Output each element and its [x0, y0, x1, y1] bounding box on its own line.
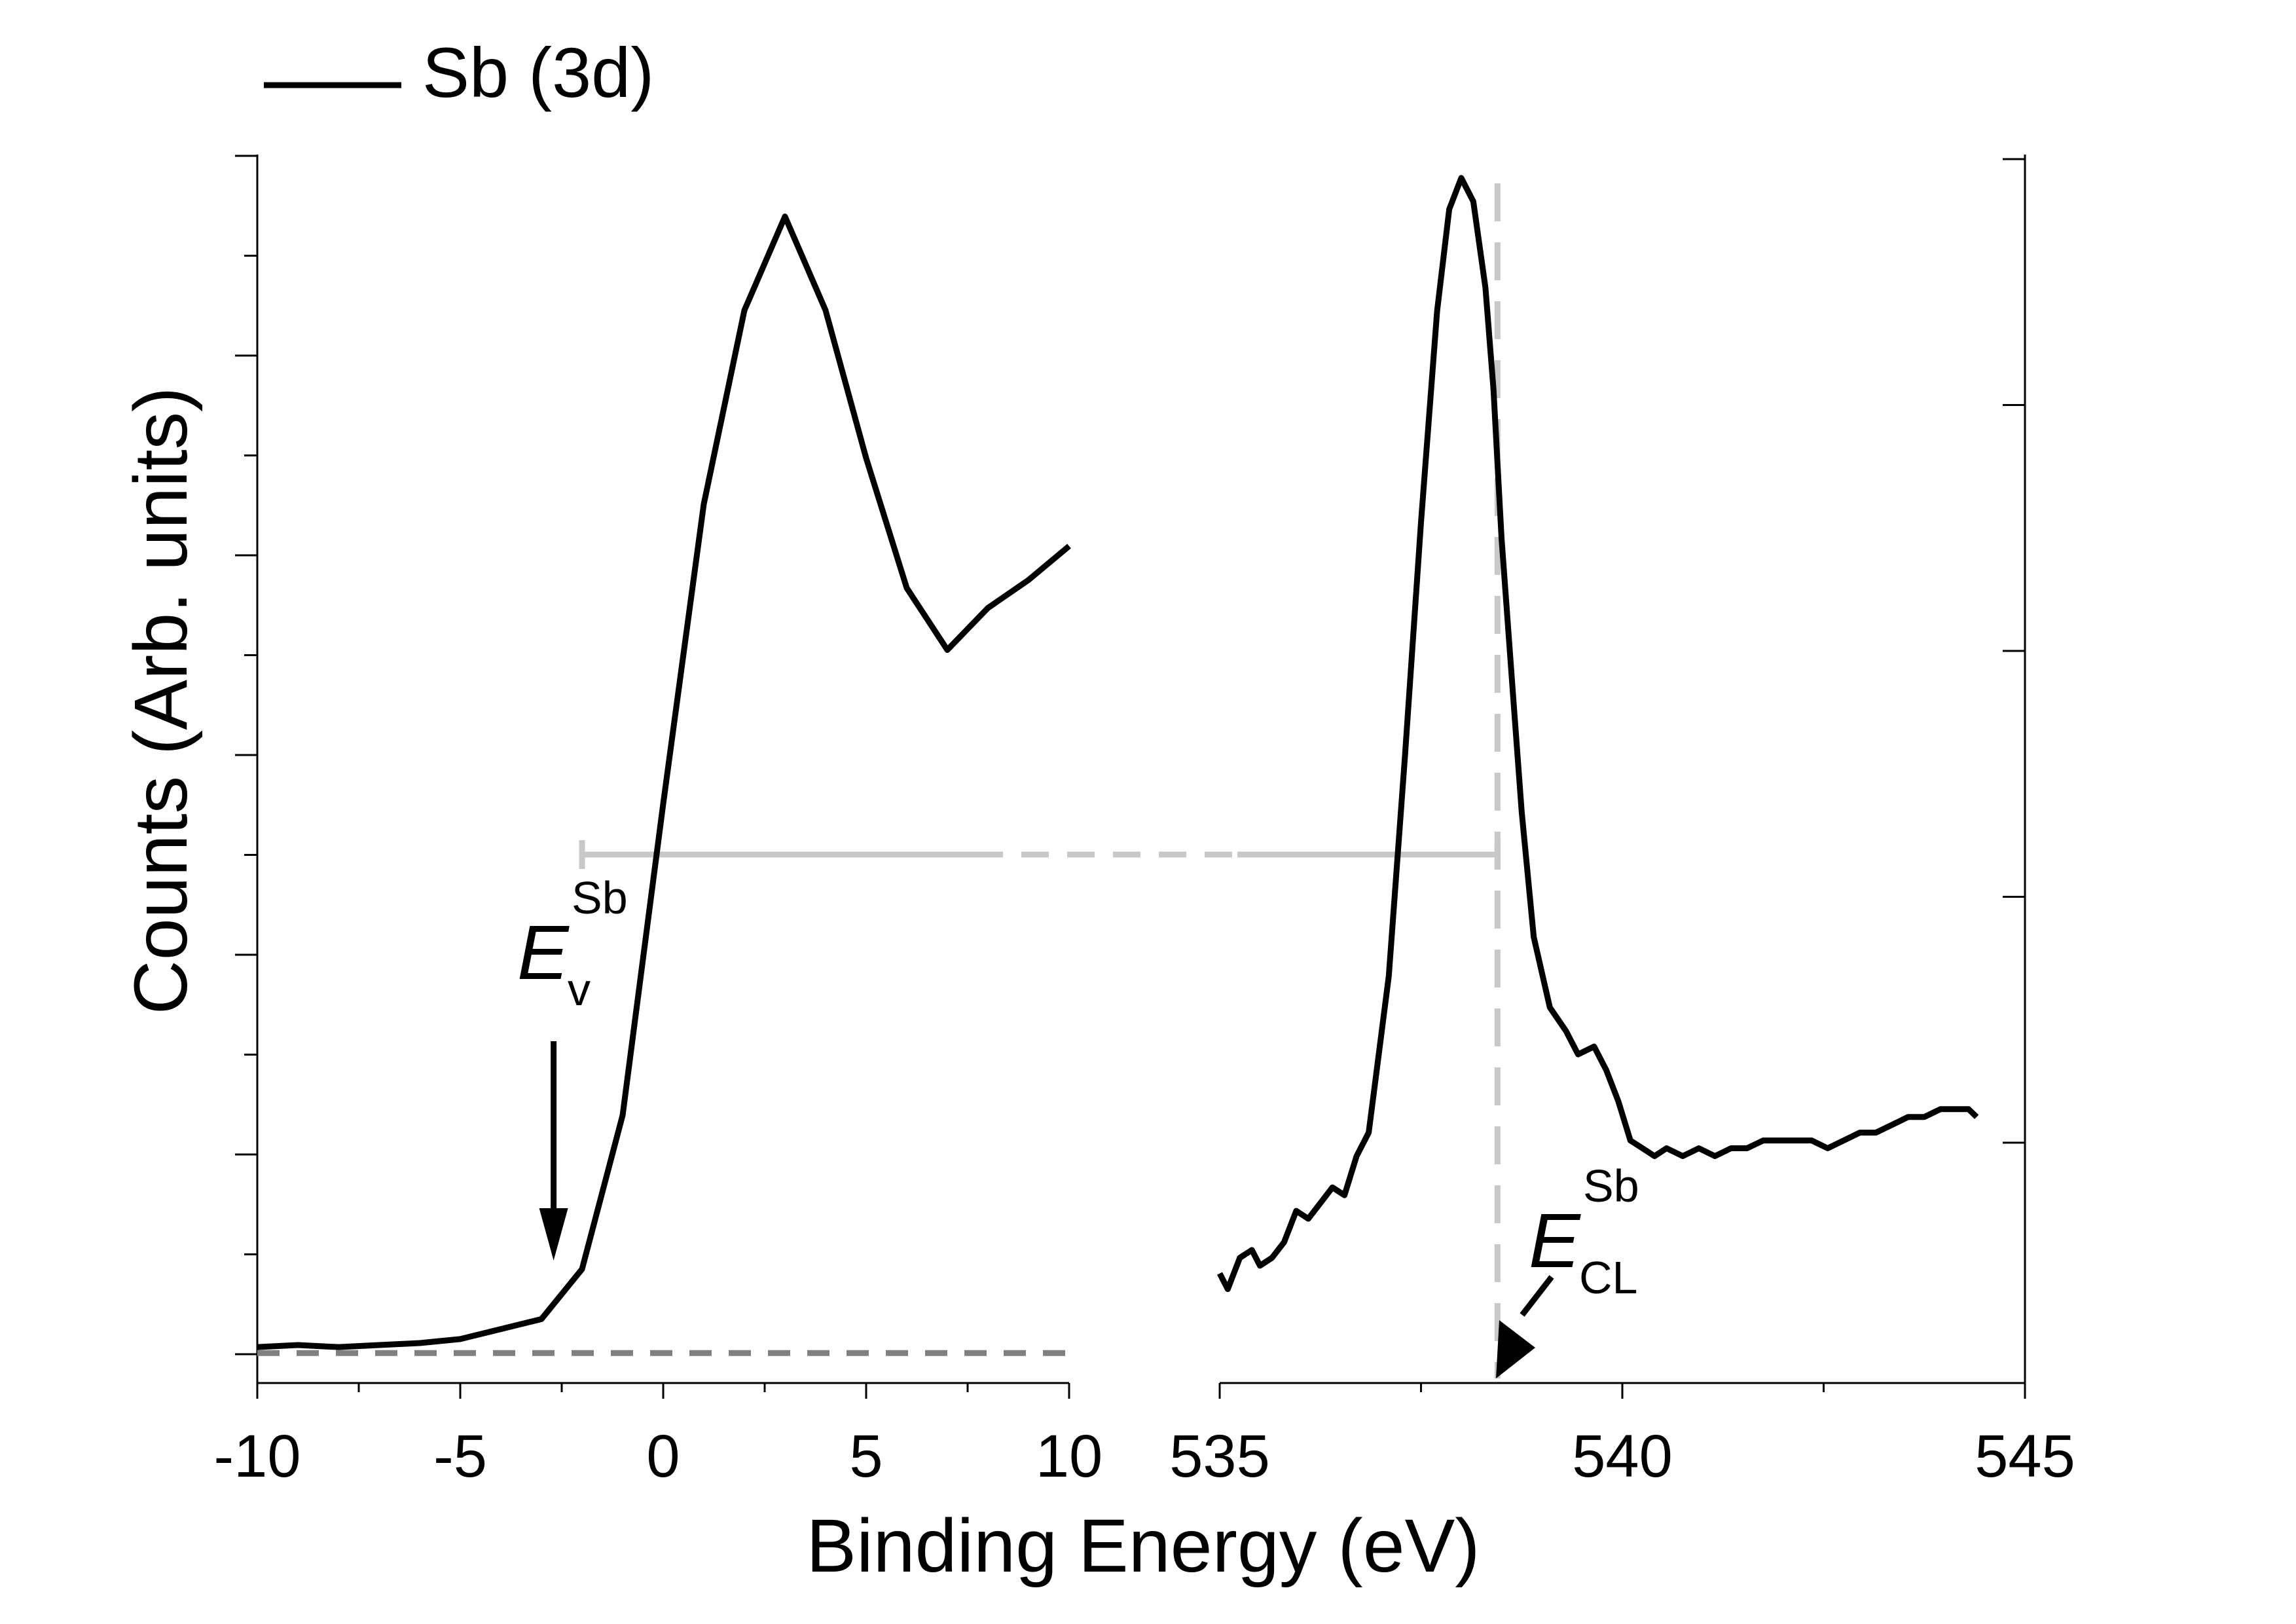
- left-panel-axes: -10 -5 0 5 10: [214, 155, 1102, 1490]
- series: [257, 175, 1979, 1350]
- ev-superscript: Sb: [572, 872, 628, 923]
- x-tick-label: 545: [1975, 1423, 2075, 1490]
- ecl-label: E: [1529, 1198, 1581, 1284]
- x-tick-label: 540: [1572, 1423, 1673, 1490]
- ecl-superscript: Sb: [1583, 1160, 1639, 1211]
- ev-annotation: E Sb v: [517, 872, 628, 1261]
- legend: Sb (3d): [264, 33, 654, 112]
- y-axis-title: Counts (Arb. units): [119, 387, 203, 1015]
- left-x-ticks: -10 -5 0 5 10: [214, 1383, 1102, 1490]
- x-tick-label: -10: [214, 1423, 301, 1490]
- x-tick-label: 535: [1169, 1423, 1270, 1490]
- ev-subscript: v: [568, 964, 591, 1015]
- ecl-subscript: CL: [1579, 1252, 1637, 1303]
- ev-label: E: [517, 910, 570, 996]
- ecl-annotation: E Sb CL: [1496, 1160, 1639, 1378]
- left-y-ticks: [235, 155, 257, 1356]
- x-tick-label: 10: [1036, 1423, 1102, 1490]
- x-tick-label: 5: [849, 1423, 883, 1490]
- ecl-arrow: [1520, 1275, 1554, 1317]
- ecl-arrow-head: [1496, 1320, 1535, 1378]
- guide-lines: [257, 183, 1501, 1378]
- right-y-ticks: [2003, 158, 2025, 1144]
- series-line-valence-band: [257, 213, 1071, 1350]
- right-panel-axes: 535 540 545: [1169, 155, 2075, 1490]
- x-tick-label: -5: [433, 1423, 487, 1490]
- ev-arrow-head: [539, 1208, 568, 1261]
- right-x-ticks: 535 540 545: [1169, 1383, 2075, 1490]
- series-line-core-level: [1216, 175, 1979, 1293]
- x-tick-label: 0: [646, 1423, 680, 1490]
- x-axis-title: Binding Energy (eV): [806, 1504, 1480, 1588]
- legend-label: Sb (3d): [422, 33, 654, 112]
